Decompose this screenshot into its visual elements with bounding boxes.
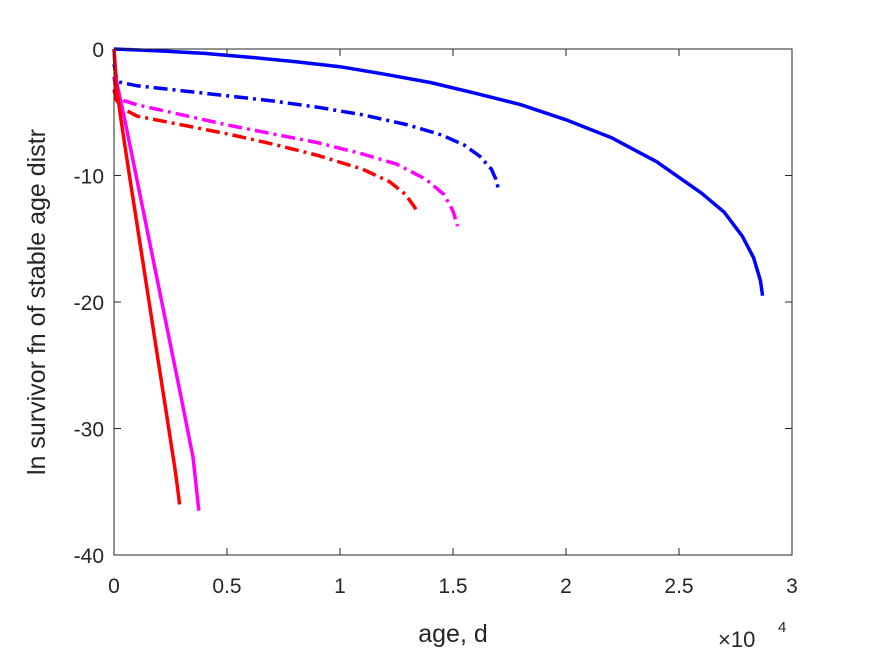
x-tick-label: 1 xyxy=(334,575,346,598)
series-line-5 xyxy=(112,48,201,511)
x-tick-label: 2.5 xyxy=(664,575,693,598)
x-axis: 0 0.5 1 1.5 2 2.5 3 xyxy=(108,49,798,598)
y-tick-label: -10 xyxy=(74,166,104,189)
y-axis: 0 -10 -20 -30 -40 xyxy=(74,39,792,568)
x-tick-label: 2 xyxy=(560,575,572,598)
x-axis-exponent-power: 4 xyxy=(778,619,786,636)
y-tick-label: -30 xyxy=(74,419,104,442)
x-tick-label: 0 xyxy=(108,575,120,598)
y-tick-label: -20 xyxy=(74,292,104,315)
y-tick-label: -40 xyxy=(74,545,104,568)
y-axis-label: ln survivor fn of stable age distr xyxy=(23,129,51,475)
y-tick-label: 0 xyxy=(92,39,104,62)
series-line-2 xyxy=(112,63,500,189)
series-line-1 xyxy=(113,47,765,296)
series-line-3 xyxy=(112,76,460,227)
x-tick-label: 3 xyxy=(786,575,798,598)
x-tick-label: 1.5 xyxy=(438,575,467,598)
x-tick-label: 0.5 xyxy=(212,575,241,598)
x-axis-exponent: ×10 xyxy=(718,627,755,652)
series-line-6 xyxy=(112,48,182,505)
plot-lines xyxy=(112,47,765,511)
plot-area xyxy=(113,48,793,556)
x-axis-label: age, d xyxy=(418,620,488,648)
